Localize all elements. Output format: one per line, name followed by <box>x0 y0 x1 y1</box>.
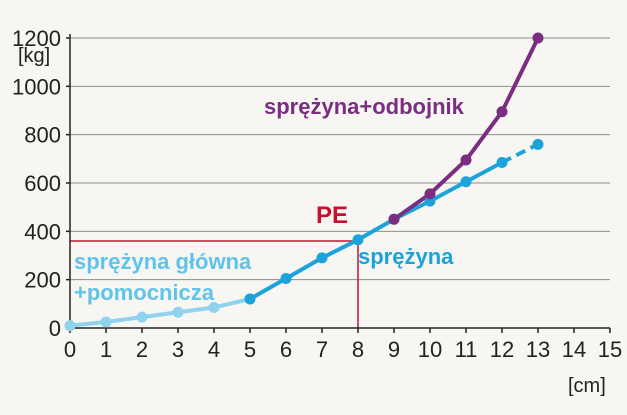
y-tick-label: 400 <box>24 219 61 244</box>
data-point-series-1 <box>280 272 292 284</box>
series-points <box>64 32 544 332</box>
y-tick-label: 200 <box>24 268 61 293</box>
y-tick-label: 1200 <box>12 26 61 51</box>
x-tick-label: 13 <box>526 337 550 362</box>
x-tick-label: 10 <box>418 337 442 362</box>
data-point-series-0 <box>172 306 184 318</box>
x-tick-label: 0 <box>64 337 76 362</box>
x-tick-label: 14 <box>562 337 586 362</box>
series-label-main-aux-line1: sprężyna główna <box>74 249 252 274</box>
series-line-2 <box>392 36 540 222</box>
data-point-series-1 <box>532 138 544 150</box>
series-label-spring: sprężyna <box>358 244 454 269</box>
data-point-series-0 <box>100 316 112 328</box>
data-point-series-2 <box>460 154 472 166</box>
x-tick-label: 12 <box>490 337 514 362</box>
y-tick-label: 800 <box>24 123 61 148</box>
x-tick-label: 1 <box>100 337 112 362</box>
data-point-series-1 <box>460 176 472 188</box>
data-point-series-2 <box>496 106 508 118</box>
series-label-main-aux-line2: +pomocnicza <box>74 280 215 305</box>
x-tick-label: 8 <box>352 337 364 362</box>
data-point-series-1 <box>316 252 328 264</box>
x-tick-label: 15 <box>598 337 622 362</box>
x-tick-label: 9 <box>388 337 400 362</box>
x-tick-label: 3 <box>172 337 184 362</box>
pe-label: PE <box>316 202 348 229</box>
x-tick-label: 6 <box>280 337 292 362</box>
data-point-series-1 <box>496 156 508 168</box>
series-line-1 <box>248 160 504 301</box>
data-point-series-2 <box>388 213 400 225</box>
x-unit-label: [cm] <box>568 375 606 397</box>
data-point-series-0 <box>208 301 220 313</box>
series-line-dashed-1 <box>501 142 539 165</box>
y-unit-label: [kg] <box>18 45 50 67</box>
x-tick-label: 7 <box>316 337 328 362</box>
x-tick-label: 4 <box>208 337 220 362</box>
series-label-spring-buffer: sprężyna+odbojnik <box>264 94 465 119</box>
data-point-series-1 <box>352 234 364 246</box>
y-tick-label: 1000 <box>12 74 61 99</box>
data-point-series-2 <box>424 188 436 200</box>
axes <box>66 34 611 333</box>
data-point-series-0 <box>64 320 76 332</box>
x-tick-label: 11 <box>455 337 478 362</box>
data-point-series-2 <box>532 32 544 44</box>
y-tick-label: 0 <box>49 316 61 341</box>
x-tick-label: 2 <box>136 337 148 362</box>
data-point-series-0 <box>136 311 148 323</box>
data-point-series-1 <box>244 293 256 305</box>
series-line-0 <box>68 297 252 328</box>
gridlines <box>70 37 610 281</box>
y-tick-label: 600 <box>24 171 61 196</box>
pe-guide-lines <box>70 240 359 328</box>
x-tick-label: 5 <box>244 337 256 362</box>
